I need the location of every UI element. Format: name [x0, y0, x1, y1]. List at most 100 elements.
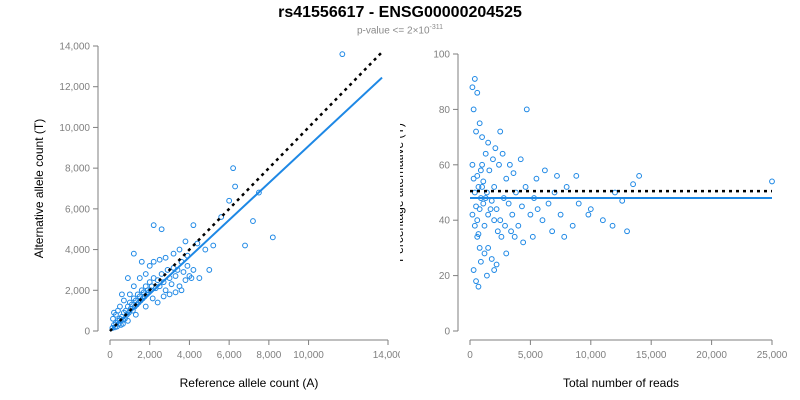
- data-point: [162, 254, 169, 261]
- data-point: [563, 184, 570, 190]
- data-point: [503, 175, 510, 182]
- data-point: [488, 197, 495, 204]
- reference-line-dotted: [109, 51, 383, 332]
- data-point: [561, 233, 568, 240]
- data-point: [513, 189, 519, 196]
- subtitle-text: p-value <= 2×10: [356, 25, 430, 37]
- data-point: [150, 222, 157, 229]
- data-point: [585, 211, 592, 218]
- data-point: [575, 200, 582, 207]
- data-point: [573, 172, 580, 179]
- x-tick-label: 8,000: [256, 350, 281, 361]
- data-point: [519, 203, 525, 210]
- data-point: [119, 291, 125, 298]
- data-point: [121, 297, 127, 304]
- data-point: [636, 172, 643, 179]
- data-point: [184, 262, 191, 269]
- x-tick-label: 2,000: [137, 350, 162, 361]
- data-point: [549, 228, 556, 235]
- x-tick-label: 4,000: [177, 350, 202, 361]
- data-point: [160, 293, 167, 300]
- data-point: [142, 303, 149, 310]
- y-tick-label: 10,000: [59, 123, 90, 134]
- data-point: [168, 281, 175, 288]
- data-point: [138, 258, 145, 265]
- data-point: [491, 217, 498, 224]
- data-point: [510, 170, 517, 177]
- data-point: [470, 267, 477, 273]
- data-point: [599, 217, 606, 224]
- data-point: [486, 167, 493, 174]
- data-point: [250, 218, 256, 224]
- data-point: [503, 250, 510, 257]
- data-point: [206, 267, 213, 273]
- data-point: [182, 238, 189, 245]
- data-point: [162, 287, 169, 294]
- data-point: [476, 206, 483, 213]
- data-point: [494, 228, 501, 235]
- y-tick-label: 14,000: [59, 42, 90, 53]
- data-point: [487, 206, 494, 213]
- data-point: [156, 256, 163, 263]
- data-point: [218, 214, 225, 220]
- data-point: [130, 250, 137, 257]
- x-tick-label: 10,000: [293, 350, 324, 361]
- data-point: [194, 240, 201, 247]
- data-point: [202, 246, 209, 253]
- y-tick-label: 6,000: [65, 204, 90, 215]
- y-tick-label: 100: [433, 50, 450, 61]
- data-point: [158, 271, 165, 277]
- data-point: [479, 134, 485, 140]
- data-point: [339, 51, 346, 58]
- data-point: [554, 172, 560, 179]
- data-point: [492, 145, 499, 152]
- x-tick-label: 0: [107, 350, 113, 361]
- data-point: [506, 161, 513, 168]
- data-point: [539, 217, 546, 224]
- data-point: [476, 120, 483, 127]
- x-tick-label: 6,000: [217, 350, 242, 361]
- data-point: [479, 161, 485, 168]
- data-point: [479, 184, 485, 190]
- data-point: [149, 295, 156, 302]
- fit-line: [109, 76, 383, 332]
- data-point: [491, 267, 498, 273]
- data-point: [557, 211, 564, 218]
- data-point: [534, 206, 541, 213]
- data-point: [480, 200, 487, 207]
- y-tick-label: 4,000: [65, 245, 90, 256]
- data-point: [481, 250, 488, 257]
- data-point: [541, 167, 548, 174]
- data-point: [545, 200, 552, 207]
- data-point: [505, 200, 512, 207]
- data-point: [473, 278, 479, 285]
- data-point: [485, 245, 492, 251]
- data-point: [485, 211, 492, 218]
- data-point: [499, 150, 506, 157]
- data-point: [517, 156, 524, 163]
- x-tick-label: 20,000: [696, 350, 727, 361]
- data-point: [493, 206, 500, 213]
- data-point: [178, 287, 185, 294]
- y-tick-label: 40: [439, 216, 451, 227]
- data-point: [515, 222, 522, 229]
- data-point: [130, 283, 137, 290]
- subtitle-exponent: -311: [429, 24, 444, 31]
- data-point: [158, 226, 165, 233]
- data-point: [471, 76, 478, 82]
- data-point: [509, 211, 516, 218]
- x-tick-label: 15,000: [636, 350, 667, 361]
- data-point: [498, 233, 505, 240]
- y-tick-label: 0: [444, 327, 450, 338]
- data-point: [226, 197, 233, 204]
- data-point: [569, 222, 576, 229]
- data-point: [511, 233, 518, 240]
- data-point: [471, 222, 478, 229]
- data-point: [471, 189, 478, 196]
- data-point: [182, 277, 189, 284]
- data-point: [154, 299, 161, 306]
- data-point: [527, 211, 534, 218]
- data-point: [520, 239, 527, 246]
- data-point: [619, 197, 626, 204]
- data-point: [490, 156, 496, 163]
